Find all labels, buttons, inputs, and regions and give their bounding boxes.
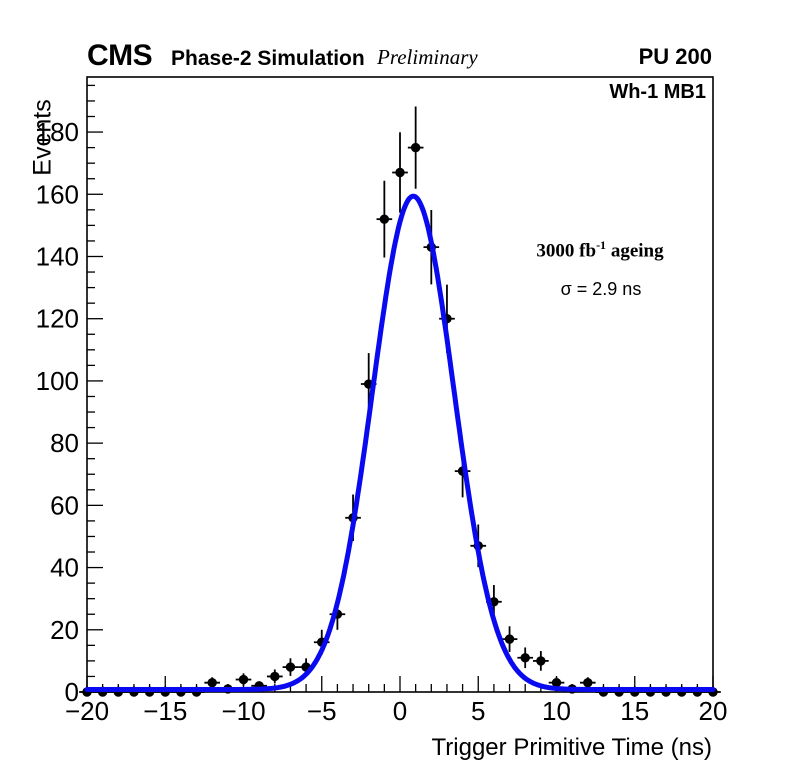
ageing-annotation-suffix: ageing	[606, 240, 664, 262]
data-point-marker	[551, 677, 562, 688]
preliminary-label: Preliminary	[377, 45, 478, 69]
y-tick-label: 120	[36, 304, 79, 334]
x-axis-title: Trigger Primitive Time (ns)	[431, 734, 712, 761]
x-tick-label: 20	[699, 696, 728, 726]
y-tick-label: 160	[36, 179, 79, 209]
x-tick-label: −5	[307, 696, 337, 726]
gaussian-fit-curve	[84, 193, 716, 692]
y-tick-label: 80	[50, 428, 79, 458]
cms-logo-text: CMS	[87, 39, 153, 72]
pileup-label: PU 200	[638, 44, 712, 69]
data-point-marker	[583, 677, 593, 688]
x-tick-label: −15	[143, 696, 187, 726]
y-tick-label: 140	[36, 241, 79, 271]
ageing-annotation-prefix: 3000 fb	[536, 240, 597, 262]
phase2-simulation-label: Phase-2 Simulation	[171, 47, 365, 70]
data-point-marker	[410, 142, 421, 153]
x-tick-label: 15	[620, 696, 649, 726]
x-tick-label: 10	[542, 696, 571, 726]
data-point-marker	[238, 674, 249, 685]
sigma-annotation: σ = 2.9 ns	[560, 279, 642, 299]
x-tick-label: −20	[65, 696, 109, 726]
y-tick-label: 20	[50, 615, 79, 645]
data-point-marker	[536, 656, 546, 666]
y-tick-label: 100	[36, 366, 79, 396]
y-tick-label: 180	[36, 117, 79, 147]
ageing-annotation: 3000 fb-1 ageing	[480, 239, 720, 260]
y-tick-label: 0	[65, 677, 79, 707]
chamber-region-label: Wh-1 MB1	[609, 81, 706, 103]
data-point-marker	[285, 662, 296, 672]
x-tick-label: 5	[471, 696, 485, 726]
data-point-marker	[520, 653, 530, 663]
ageing-annotation-exponent: -1	[596, 238, 607, 252]
data-point-marker	[395, 167, 405, 178]
data-point-marker	[270, 671, 280, 682]
y-tick-label: 60	[50, 490, 79, 520]
x-tick-label: −10	[221, 696, 265, 726]
data-point-marker	[504, 634, 515, 644]
y-tick-label: 40	[50, 553, 79, 583]
data-point-marker	[379, 214, 390, 224]
x-tick-label: 0	[393, 696, 407, 726]
data-point-marker	[207, 677, 217, 688]
